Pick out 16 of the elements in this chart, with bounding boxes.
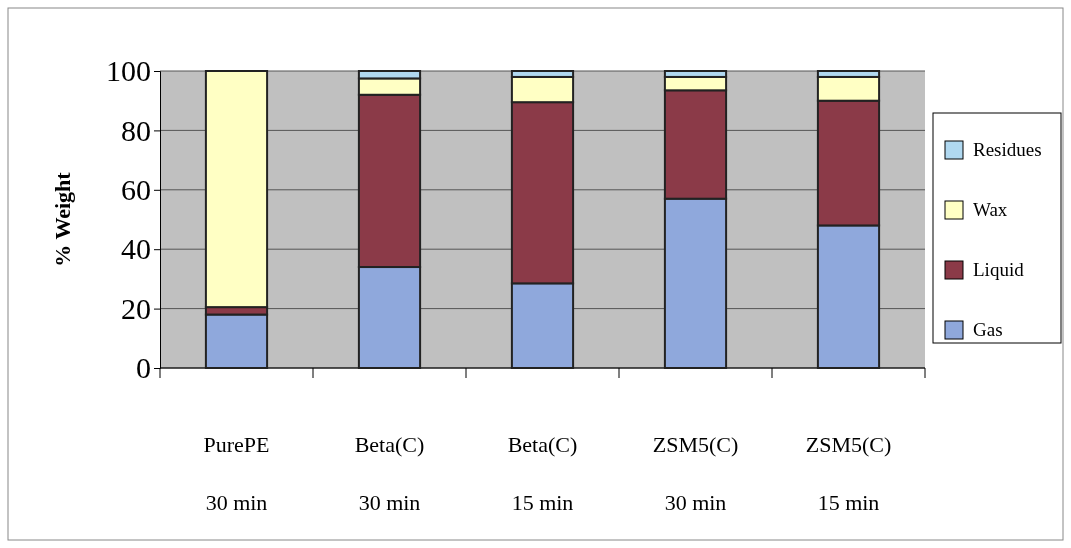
legend-label: Gas	[973, 319, 1003, 340]
y-tick-label: 40	[121, 232, 151, 266]
category-label: Beta(C) 15 min	[507, 432, 578, 515]
y-tick-label: 100	[106, 54, 151, 88]
category-label: PurePE 30 min	[203, 432, 270, 515]
legend-label: Wax	[973, 199, 1008, 220]
y-tick-label: 60	[121, 172, 151, 206]
category-label: Beta(C) 30 min	[354, 432, 425, 515]
y-tick-label: 0	[136, 351, 151, 385]
category-label: ZSM5(C) 30 min	[652, 432, 739, 515]
legend-label: Residues	[973, 139, 1042, 160]
legend-label: Liquid	[973, 259, 1025, 280]
y-tick-label: 20	[121, 291, 151, 325]
category-label: ZSM5(C) 15 min	[805, 432, 892, 515]
y-tick-label: 80	[121, 113, 151, 147]
y-axis-title: % Weight	[50, 171, 75, 267]
